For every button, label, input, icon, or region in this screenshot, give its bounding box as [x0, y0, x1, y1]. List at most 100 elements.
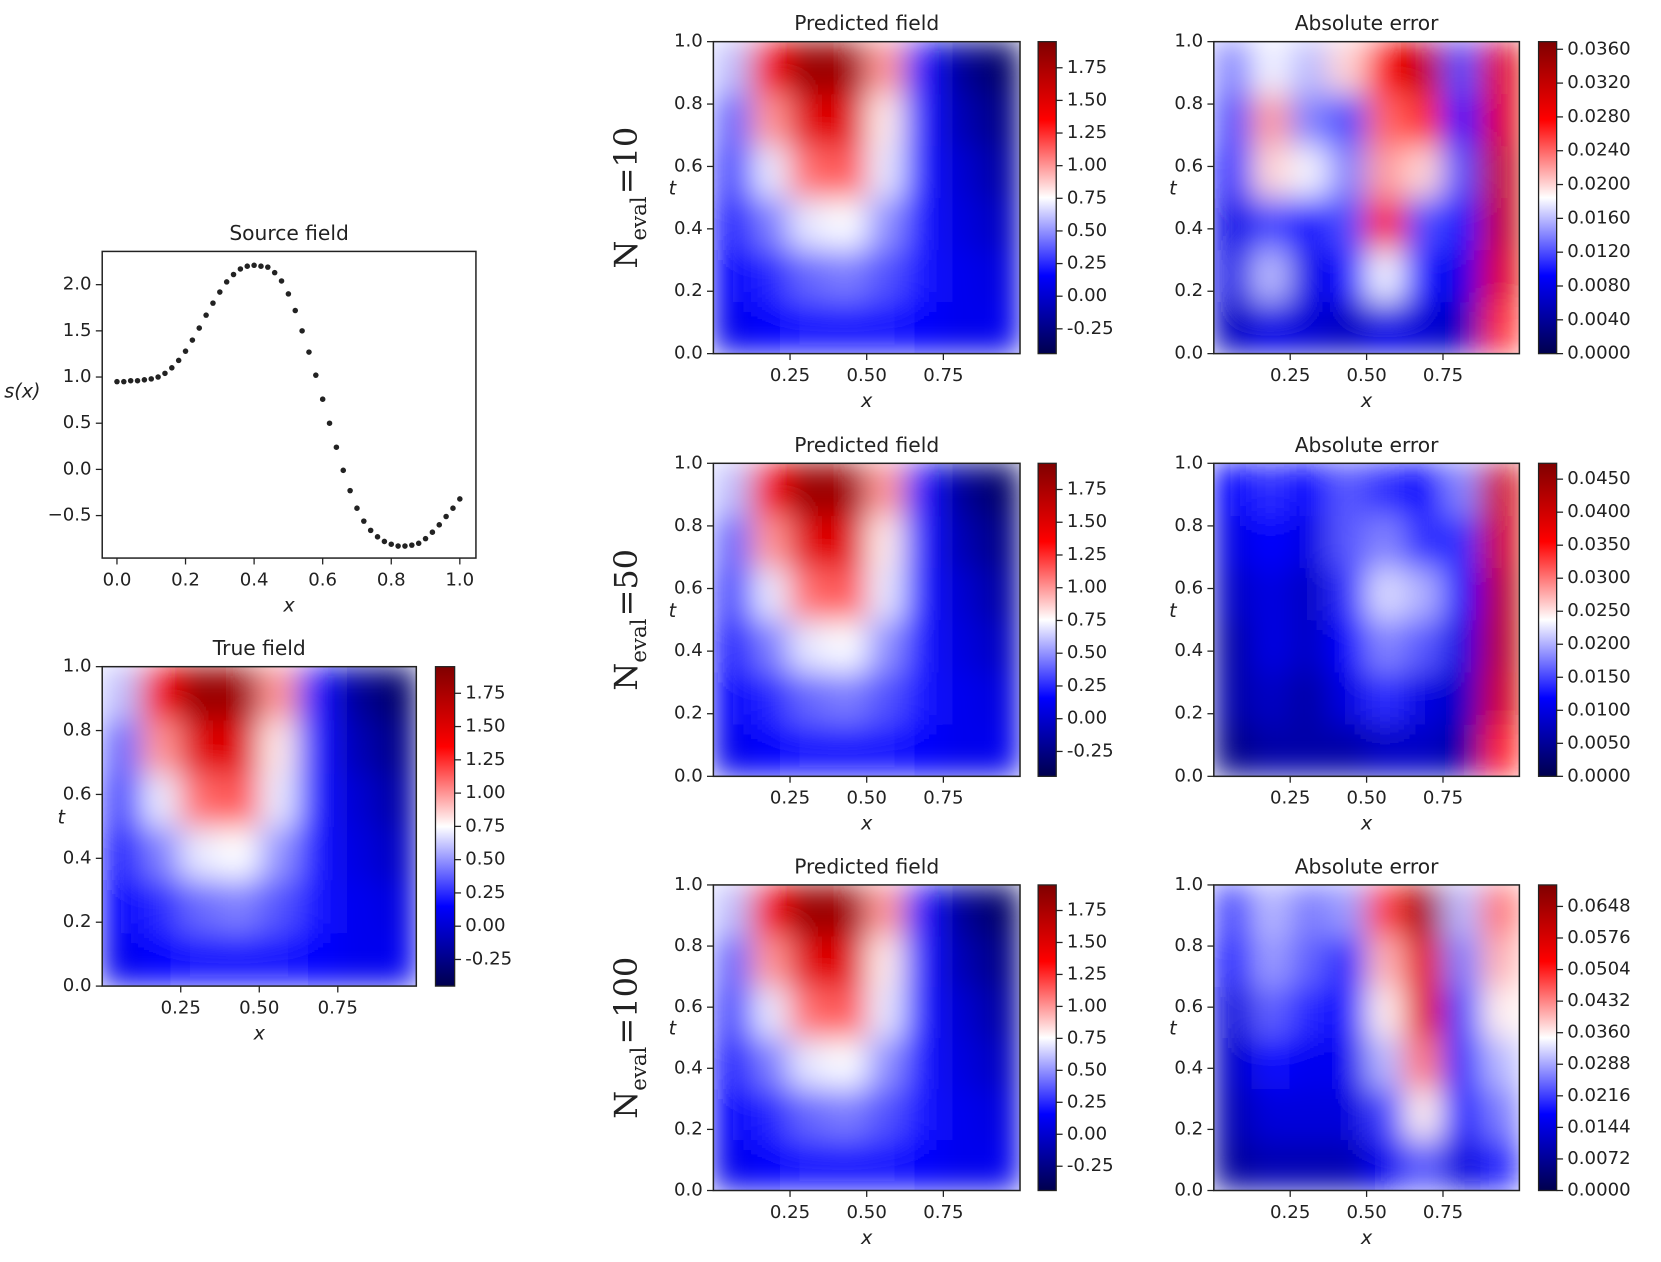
- y-axis-label: t: [1169, 1017, 1178, 1040]
- heatmap: [1213, 41, 1520, 354]
- point: [182, 348, 189, 354]
- heat-cell: [1289, 723, 1329, 777]
- heat-cell: [1327, 935, 1368, 988]
- colorbar-tick-label: 1.75: [1067, 57, 1107, 78]
- colorbar-tick-label: 0.0504: [1567, 959, 1630, 980]
- heat-cell: [866, 1139, 906, 1191]
- heat-cell: [981, 935, 1021, 988]
- y-axis-label: t: [669, 1017, 678, 1040]
- heat-cell: [866, 41, 906, 95]
- heat-cell: [1289, 514, 1329, 569]
- heat-cell: [981, 301, 1021, 354]
- heat-cell: [866, 145, 906, 199]
- heat-cell: [751, 145, 791, 199]
- heat-cell: [1251, 41, 1291, 95]
- heat-cell: [827, 567, 868, 621]
- heat-cell: [713, 145, 753, 199]
- heat-cell: [1366, 567, 1406, 621]
- point: [217, 289, 223, 295]
- point: [347, 487, 353, 494]
- heat-cell: [1327, 619, 1368, 673]
- y-tick-label: 0.5: [63, 412, 92, 433]
- heat-cell: [751, 884, 791, 937]
- heat-cell: [1327, 671, 1368, 725]
- heat-cell: [1442, 1088, 1482, 1141]
- heat-cell: [1442, 93, 1482, 147]
- heat-cell: [1480, 93, 1520, 147]
- heat-cell: [1442, 1139, 1482, 1191]
- heat-cell: [180, 879, 221, 934]
- heat-cell: [337, 772, 378, 827]
- heat-cell: [1404, 301, 1444, 354]
- colorbar-tick-label: 0.75: [1067, 1027, 1107, 1048]
- heat-cell: [904, 197, 944, 251]
- colorbar-tick-label: 0.0200: [1567, 633, 1630, 654]
- heatmap: [713, 463, 1021, 777]
- heat-cell: [789, 463, 829, 517]
- x-tick-label: 0.25: [1270, 788, 1310, 809]
- colorbar-tick-label: -0.25: [1067, 740, 1114, 761]
- heat-cell: [827, 671, 868, 725]
- heat-cell: [981, 1088, 1021, 1141]
- heat-cell: [904, 93, 944, 147]
- colorbar-tick-label: 0.0100: [1567, 699, 1630, 720]
- colorbar-tick-label: -0.25: [1067, 318, 1114, 339]
- point: [333, 444, 340, 450]
- heat-cell: [1289, 249, 1329, 303]
- heat-cell: [981, 1037, 1021, 1090]
- heat-cell: [789, 197, 829, 251]
- y-tick-label: 0.2: [1174, 1118, 1203, 1139]
- heat-cell: [942, 93, 983, 147]
- colorbar-tick-label: 0.0160: [1567, 207, 1630, 228]
- y-tick-label: 0.2: [674, 1118, 703, 1139]
- heat-cell: [1366, 1139, 1406, 1191]
- heat-cell: [1289, 567, 1329, 621]
- colorbar-tick-label: 0.0150: [1567, 666, 1630, 687]
- heat-cell: [904, 567, 944, 621]
- heat-cell: [1251, 935, 1291, 988]
- y-tick-label: 0.8: [674, 935, 703, 956]
- x-tick-label: 0.75: [318, 997, 358, 1018]
- y-tick-label: 0.4: [674, 218, 703, 239]
- y-tick-label: 0.4: [1174, 1057, 1203, 1078]
- heat-cell: [751, 671, 791, 725]
- heat-cell: [102, 666, 143, 721]
- heat-cell: [1327, 301, 1368, 354]
- y-tick-label: 0.2: [63, 911, 92, 932]
- heat-cell: [1289, 619, 1329, 673]
- colorbar-tick-label: 0.0648: [1567, 895, 1630, 916]
- heat-cell: [981, 884, 1021, 937]
- point: [169, 365, 175, 371]
- heat-cell: [827, 41, 868, 95]
- heat-cell: [1213, 723, 1253, 777]
- heat-cell: [140, 719, 182, 774]
- heat-cell: [904, 463, 944, 517]
- heat-cell: [1404, 884, 1444, 937]
- colorbar: [1537, 41, 1558, 355]
- heat-cell: [942, 41, 983, 95]
- heat-cell: [1251, 1139, 1291, 1191]
- colorbar-tick-label: 1.00: [465, 782, 505, 803]
- point: [121, 378, 127, 385]
- x-tick-label: 0.25: [1270, 1202, 1310, 1223]
- heat-cell: [981, 567, 1021, 621]
- heat-cell: [1442, 1037, 1482, 1090]
- heat-cell: [827, 935, 868, 988]
- x-axis-label: x: [860, 1226, 873, 1249]
- heatmap-cells: [1213, 41, 1520, 354]
- heat-cell: [1442, 567, 1482, 621]
- heat-cell: [140, 666, 182, 721]
- heat-cell: [102, 772, 143, 827]
- x-axis-label: x: [860, 812, 873, 835]
- heat-cell: [102, 932, 143, 987]
- colorbar: [434, 666, 456, 987]
- y-tick-label: 0.2: [1174, 280, 1203, 301]
- heat-cell: [713, 463, 753, 517]
- heat-cell: [1366, 884, 1406, 937]
- heat-cell: [376, 932, 417, 987]
- heat-cell: [1366, 145, 1406, 199]
- colorbar-tick-label: 0.50: [1067, 1059, 1107, 1080]
- colorbar-tick-label: 1.25: [1067, 963, 1107, 984]
- heat-cell: [1327, 41, 1368, 95]
- x-axis-label: x: [860, 389, 873, 412]
